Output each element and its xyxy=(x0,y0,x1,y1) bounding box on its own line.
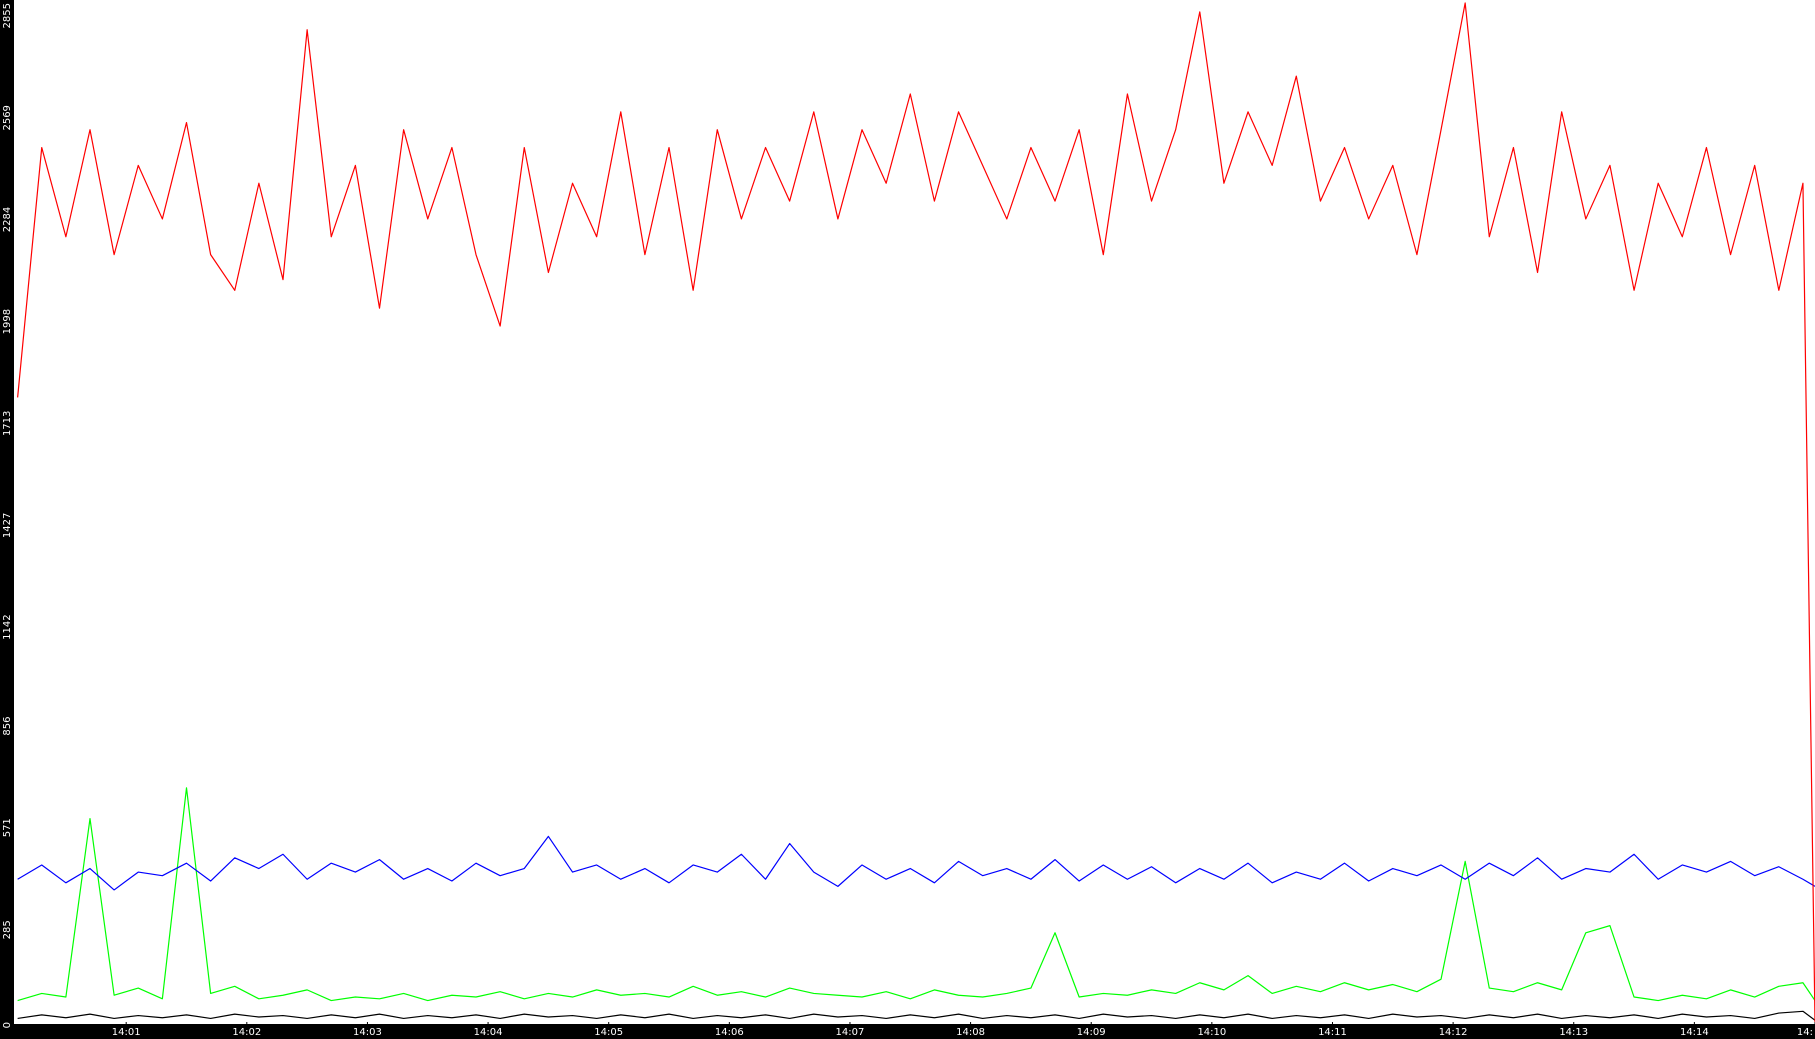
series-line xyxy=(17,2,1815,1023)
series-line xyxy=(17,1010,1815,1021)
y-axis-bar xyxy=(0,0,14,1039)
x-tick-label: 14:10 xyxy=(1197,1027,1226,1038)
x-tick-label: 14:01 xyxy=(112,1027,141,1038)
y-tick-label: 856 xyxy=(2,716,13,735)
x-tick-label: 14:02 xyxy=(232,1027,261,1038)
series-line xyxy=(17,787,1815,1002)
y-tick-label: 1142 xyxy=(2,614,13,639)
y-tick-label: 2855 xyxy=(2,3,13,28)
y-tick-label: 2569 xyxy=(2,105,13,130)
x-tick-label: 14:09 xyxy=(1077,1027,1106,1038)
plot-area xyxy=(17,2,1815,1023)
y-tick-label: 2284 xyxy=(2,207,13,232)
y-tick-label: 571 xyxy=(2,818,13,837)
x-tick-label: 14:12 xyxy=(1439,1027,1468,1038)
x-tick-label: 14:13 xyxy=(1559,1027,1588,1038)
x-tick-label: 14:06 xyxy=(715,1027,744,1038)
x-tick-label: 14:03 xyxy=(353,1027,382,1038)
y-tick-label: 285 xyxy=(2,920,13,939)
x-tick-label: 14:11 xyxy=(1318,1027,1347,1038)
x-tick-label: 14:08 xyxy=(956,1027,985,1038)
x-tick-label: 14: xyxy=(1797,1027,1813,1038)
y-tick-label: 1713 xyxy=(2,411,13,436)
y-tick-label: 1998 xyxy=(2,309,13,334)
x-tick-label: 14:04 xyxy=(474,1027,503,1038)
y-tick-label: 0 xyxy=(2,1022,13,1028)
x-tick-label: 14:07 xyxy=(836,1027,865,1038)
x-axis-bar xyxy=(0,1024,1815,1039)
x-tick-label: 14:05 xyxy=(594,1027,623,1038)
y-tick-label: 1427 xyxy=(2,513,13,538)
x-tick-label: 14:14 xyxy=(1680,1027,1709,1038)
series-line xyxy=(17,835,1815,891)
